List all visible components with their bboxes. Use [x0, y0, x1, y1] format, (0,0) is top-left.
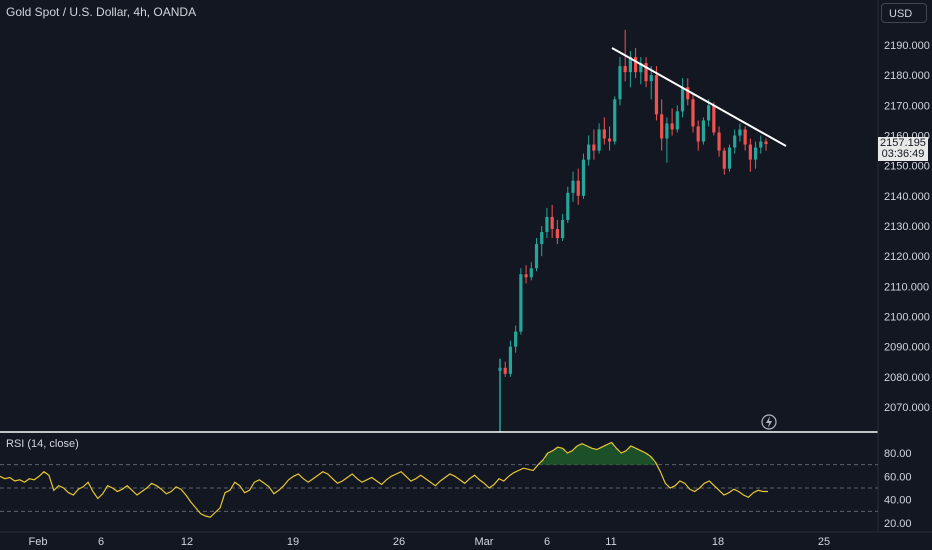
price-tick-label: 2120.000 [884, 251, 930, 263]
candle [665, 117, 669, 163]
rsi-tick-label: 60.00 [884, 471, 912, 483]
bar-countdown: 03:36:49 [881, 148, 925, 160]
candle [508, 340, 513, 377]
symbol-title: Gold Spot / U.S. Dollar, 4h, OANDA [6, 5, 197, 19]
candle [743, 126, 747, 151]
candle [748, 138, 752, 172]
price-tick-label: 2080.000 [884, 372, 930, 384]
candle [545, 207, 549, 239]
price-tick-label: 2150.000 [884, 161, 930, 173]
candle [581, 153, 586, 199]
candle [566, 186, 570, 223]
candle [534, 238, 539, 272]
time-tick-label: Feb [29, 536, 48, 548]
candle [675, 105, 679, 133]
lightning-icon[interactable] [761, 414, 777, 430]
candle [649, 66, 653, 100]
time-tick-label: 6 [98, 536, 104, 548]
candle [503, 361, 507, 377]
candle [722, 147, 726, 175]
rsi-tick-label: 80.00 [884, 448, 912, 460]
candle [707, 99, 711, 127]
time-axis: Feb 6 12 19 26 Mar 6 11 18 25 [29, 536, 831, 548]
candle-series [498, 29, 768, 432]
candle [602, 117, 606, 145]
rsi-tick-label: 40.00 [884, 495, 912, 507]
candle [696, 120, 700, 151]
candle [524, 265, 528, 284]
candle [571, 171, 575, 202]
rsi-levels [0, 464, 878, 512]
candle [587, 135, 591, 166]
candle [727, 144, 732, 172]
candle [753, 141, 758, 169]
price-tick-label: 2170.000 [884, 100, 930, 112]
candle [759, 135, 763, 154]
candle [607, 126, 612, 151]
price-tick-label: 2070.000 [884, 402, 930, 414]
candle [519, 268, 523, 335]
candle [540, 226, 544, 257]
last-price-value: 2157.195 [880, 137, 926, 149]
rsi-line [0, 441, 768, 518]
candle [680, 78, 685, 118]
currency-button[interactable]: USD [881, 3, 927, 23]
price-tick-label: 2090.000 [884, 342, 930, 354]
price-tick-label: 2110.000 [884, 281, 929, 293]
price-tick-label: 2100.000 [884, 312, 930, 324]
candle [529, 262, 533, 281]
rsi-axis: 80.00 60.00 40.00 20.00 [884, 448, 912, 530]
time-tick-label: 12 [181, 536, 193, 548]
candle [576, 168, 580, 205]
candle [660, 99, 664, 151]
candle [717, 126, 721, 157]
price-tick-label: 2130.000 [884, 221, 930, 233]
candle [691, 93, 695, 133]
candle [644, 57, 648, 88]
candle [701, 117, 706, 145]
rsi-indicator-label[interactable]: RSI (14, close) [6, 438, 79, 450]
candle [618, 57, 622, 106]
candle [733, 129, 737, 154]
candle [613, 96, 617, 145]
time-tick-label: Mar [475, 536, 494, 548]
price-tick-label: 2180.000 [884, 70, 930, 82]
candle [514, 325, 518, 353]
candle [592, 129, 596, 160]
time-tick-label: 18 [712, 536, 724, 548]
price-tick-label: 2190.000 [884, 40, 930, 52]
candle [555, 219, 559, 245]
candle [550, 204, 554, 239]
candle [628, 51, 632, 88]
time-tick-label: 26 [393, 536, 405, 548]
candle [560, 213, 565, 242]
last-price-tag: 2157.195 03:36:49 [878, 137, 928, 161]
rsi-tick-label: 20.00 [884, 518, 912, 530]
trendline[interactable] [611, 47, 787, 147]
time-tick-label: 11 [605, 536, 616, 548]
time-tick-label: 25 [818, 536, 830, 548]
price-tick-label: 2140.000 [884, 191, 930, 203]
candle [712, 102, 716, 136]
candle [634, 48, 638, 79]
candle [639, 57, 643, 85]
candle [597, 123, 601, 154]
time-tick-label: 6 [544, 536, 550, 548]
candle [670, 108, 674, 136]
candle [738, 123, 742, 142]
time-tick-label: 19 [287, 536, 299, 548]
price-axis: 2190.0002180.0002170.0002160.0002150.000… [884, 40, 930, 414]
candle [654, 66, 659, 121]
candle [764, 138, 768, 151]
rsi-overbought-fill [540, 442, 658, 465]
